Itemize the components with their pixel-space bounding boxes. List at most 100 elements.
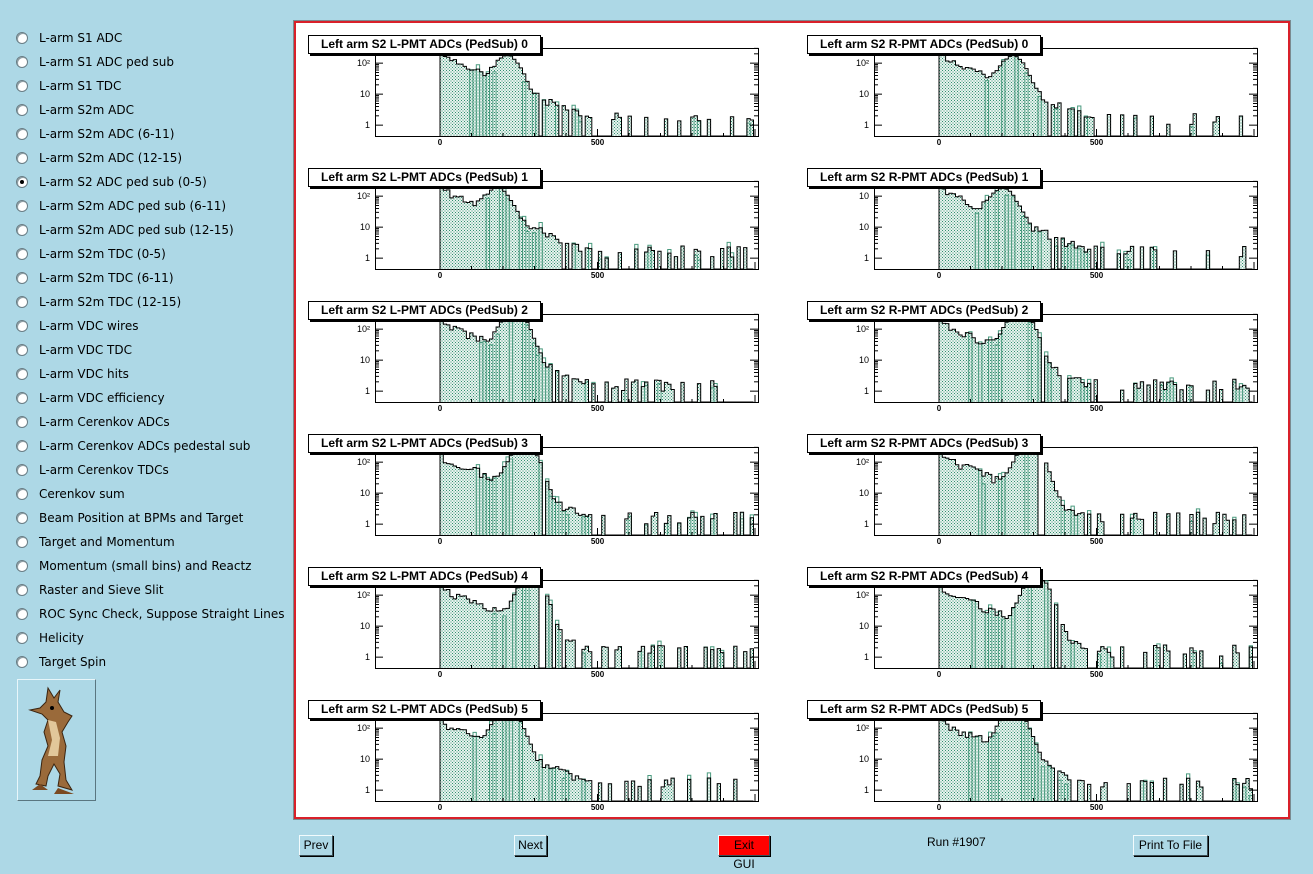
pad-title: Left arm S2 R-PMT ADCs (PedSub) 3 — [807, 434, 1042, 453]
radio-button[interactable] — [16, 296, 28, 308]
histogram-pad[interactable]: 10 10 1 0 500 Left arm S2 R-PMT ADCs (PedSub)… — [807, 161, 1297, 294]
histogram-pad[interactable]: 10² 10 1 0 500 Left arm S2 L-PMT ADCs (PedSub… — [308, 427, 798, 560]
y-tick-label: 1 — [365, 652, 370, 662]
pad-title: Left arm S2 L-PMT ADCs (PedSub) 3 — [308, 434, 541, 453]
sidebar-option[interactable]: L-arm S2m TDC (0-5) — [16, 244, 166, 264]
y-tick-label: 10² — [856, 457, 869, 467]
sidebar-option[interactable]: Cerenkov sum — [16, 484, 125, 504]
y-tick-label: 10² — [357, 590, 370, 600]
y-tick-label: 1 — [864, 785, 869, 795]
x-tick-label: 0 — [937, 138, 942, 147]
sidebar-option[interactable]: L-arm S2m ADC ped sub (6-11) — [16, 196, 226, 216]
sidebar-option[interactable]: L-arm Cerenkov ADCs pedestal sub — [16, 436, 250, 456]
next-button[interactable]: Next — [514, 835, 547, 856]
radio-button[interactable] — [16, 80, 28, 92]
x-tick-label: 0 — [438, 537, 443, 546]
sidebar-option[interactable]: L-arm S1 ADC ped sub — [16, 52, 174, 72]
run-number-label: Run #1907 — [927, 835, 986, 849]
histogram-pad[interactable]: 10² 10 1 0 500 Left arm S2 R-PMT ADCs (PedSub… — [807, 294, 1297, 427]
sidebar-option-label: L-arm S2m ADC ped sub (12-15) — [39, 223, 234, 237]
sidebar-option[interactable]: Target and Momentum — [16, 532, 175, 552]
sidebar-option[interactable]: L-arm S2m ADC — [16, 100, 134, 120]
radio-button[interactable] — [16, 200, 28, 212]
sidebar-option[interactable]: L-arm S2m TDC (6-11) — [16, 268, 174, 288]
sidebar-option-label: Target and Momentum — [39, 535, 175, 549]
radio-button[interactable] — [16, 464, 28, 476]
radio-button[interactable] — [16, 176, 28, 188]
radio-button[interactable] — [16, 392, 28, 404]
radio-button[interactable] — [16, 440, 28, 452]
pad-title: Left arm S2 R-PMT ADCs (PedSub) 5 — [807, 700, 1042, 719]
radio-button[interactable] — [16, 272, 28, 284]
x-tick-label: 500 — [591, 670, 605, 679]
radio-button[interactable] — [16, 656, 28, 668]
radio-button[interactable] — [16, 128, 28, 140]
y-tick-label: 10 — [859, 488, 869, 498]
radio-button[interactable] — [16, 56, 28, 68]
sidebar-option-label: L-arm S2m TDC (6-11) — [39, 271, 174, 285]
sidebar-option[interactable]: L-arm VDC TDC — [16, 340, 132, 360]
y-tick-label: 1 — [365, 386, 370, 396]
histogram-pad[interactable]: 10² 10 1 0 500 Left arm S2 R-PMT ADCs (PedSub… — [807, 28, 1297, 161]
histogram-pad[interactable]: 10² 10 1 0 500 Left arm S2 R-PMT ADCs (PedSub… — [807, 693, 1297, 826]
sidebar-option[interactable]: L-arm VDC efficiency — [16, 388, 165, 408]
histogram-canvas[interactable]: 10² 10 1 0 500 Left arm S2 L-PMT ADCs (PedSub… — [293, 20, 1291, 820]
sidebar-option[interactable]: L-arm S2m ADC ped sub (12-15) — [16, 220, 234, 240]
sidebar-option[interactable]: L-arm S2m ADC (6-11) — [16, 124, 174, 144]
sidebar-option[interactable]: L-arm S1 ADC — [16, 28, 122, 48]
radio-button[interactable] — [16, 488, 28, 500]
radio-button[interactable] — [16, 152, 28, 164]
sidebar-option[interactable]: L-arm VDC wires — [16, 316, 138, 336]
radio-button[interactable] — [16, 632, 28, 644]
radio-button[interactable] — [16, 608, 28, 620]
x-tick-label: 500 — [1090, 537, 1104, 546]
histogram-pad[interactable]: 10² 10 1 0 500 Left arm S2 R-PMT ADCs (PedSub… — [807, 560, 1297, 693]
sidebar-option[interactable]: L-arm VDC hits — [16, 364, 129, 384]
sidebar-option[interactable]: ROC Sync Check, Suppose Straight Lines — [16, 604, 284, 624]
sidebar-option[interactable]: L-arm Cerenkov ADCs — [16, 412, 170, 432]
radio-button[interactable] — [16, 344, 28, 356]
sidebar-option[interactable]: L-arm S1 TDC — [16, 76, 121, 96]
sidebar-option-label: Raster and Sieve Slit — [39, 583, 164, 597]
exit-gui-button[interactable]: Exit GUI — [718, 835, 770, 871]
radio-button[interactable] — [16, 536, 28, 548]
prev-button[interactable]: Prev — [299, 835, 333, 856]
y-tick-label: 10² — [357, 324, 370, 334]
radio-button[interactable] — [16, 368, 28, 380]
radio-button[interactable] — [16, 320, 28, 332]
radio-button[interactable] — [16, 560, 28, 572]
print-to-file-button[interactable]: Print To File — [1133, 835, 1208, 856]
sidebar-option-label: L-arm Cerenkov TDCs — [39, 463, 169, 477]
sidebar-option[interactable]: Raster and Sieve Slit — [16, 580, 164, 600]
sidebar-option[interactable]: Helicity — [16, 628, 84, 648]
sidebar-option-label: L-arm S1 ADC — [39, 31, 123, 45]
radio-button[interactable] — [16, 32, 28, 44]
histogram-pad[interactable]: 10² 10 1 0 500 Left arm S2 L-PMT ADCs (PedSub… — [308, 693, 798, 826]
radio-button[interactable] — [16, 584, 28, 596]
sidebar-option[interactable]: L-arm S2m ADC (12-15) — [16, 148, 182, 168]
y-tick-label: 10 — [859, 621, 869, 631]
histogram-pad[interactable]: 10² 10 1 0 500 Left arm S2 L-PMT ADCs (PedSub… — [308, 28, 798, 161]
sidebar-option[interactable]: Target Spin — [16, 652, 106, 672]
histogram-fill — [440, 581, 754, 668]
histogram-pad[interactable]: 10² 10 1 0 500 Left arm S2 L-PMT ADCs (PedSub… — [308, 161, 798, 294]
pad-title: Left arm S2 L-PMT ADCs (PedSub) 0 — [308, 35, 541, 54]
histogram-pad[interactable]: 10² 10 1 0 500 Left arm S2 L-PMT ADCs (PedSub… — [308, 294, 798, 427]
histogram-pad[interactable]: 10² 10 1 0 500 Left arm S2 L-PMT ADCs (PedSub… — [308, 560, 798, 693]
sidebar-option[interactable]: Beam Position at BPMs and Target — [16, 508, 243, 528]
sidebar-option[interactable]: L-arm S2m TDC (12-15) — [16, 292, 181, 312]
radio-button[interactable] — [16, 416, 28, 428]
radio-button[interactable] — [16, 248, 28, 260]
radio-button[interactable] — [16, 224, 28, 236]
histogram-pad[interactable]: 10² 10 1 0 500 Left arm S2 R-PMT ADCs (PedSub… — [807, 427, 1297, 560]
sidebar-option[interactable]: L-arm S2 ADC ped sub (0-5) — [16, 172, 207, 192]
sidebar-option[interactable]: L-arm Cerenkov TDCs — [16, 460, 169, 480]
radio-button[interactable] — [16, 512, 28, 524]
sidebar-option-label: L-arm Cerenkov ADCs pedestal sub — [39, 439, 251, 453]
sidebar-option[interactable]: Momentum (small bins) and Reactz — [16, 556, 251, 576]
radio-button[interactable] — [16, 104, 28, 116]
coyote-mascot-icon[interactable] — [17, 679, 96, 801]
